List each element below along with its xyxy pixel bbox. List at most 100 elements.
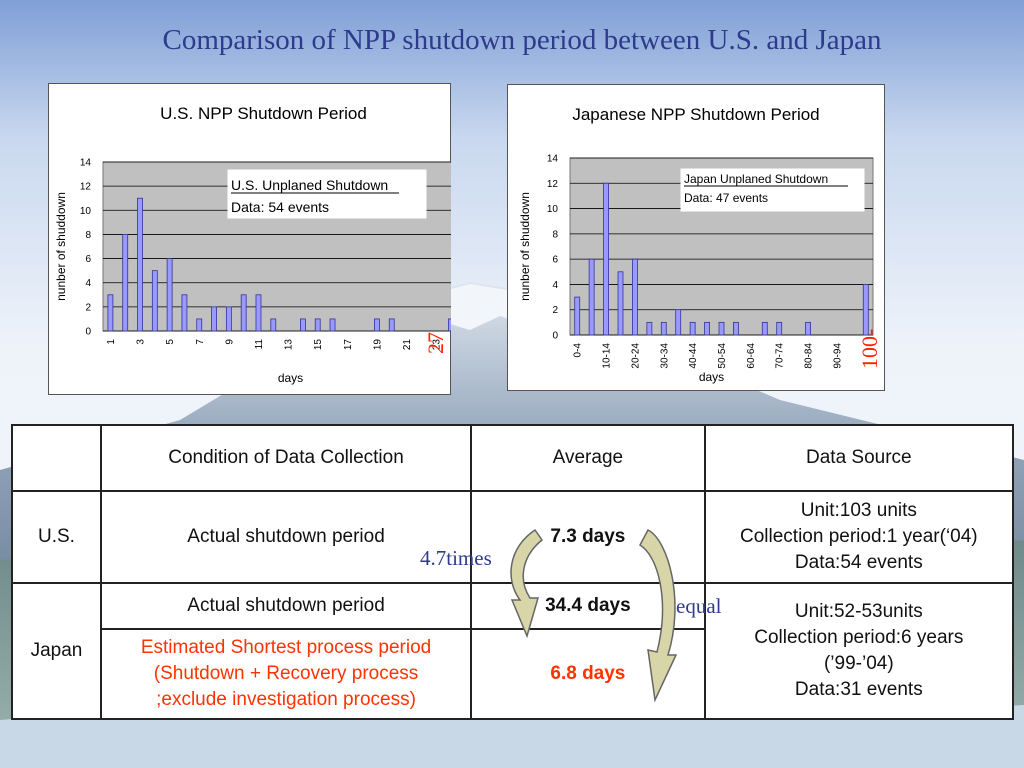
bar [388, 318, 395, 332]
bar [300, 318, 306, 332]
table-row-us: U.S. Actual shutdown period 7.3 days Uni… [11, 490, 1015, 584]
x-tick-label: 17 [343, 339, 354, 351]
bar [211, 306, 217, 332]
us-source-data: Data:54 events [794, 552, 923, 573]
legend-line-2: Data: 47 events [684, 191, 768, 205]
equal-annotation: equal [676, 594, 722, 618]
header-source: Data Source [703, 424, 1015, 492]
y-tick-label: 14 [547, 154, 559, 165]
bar [689, 321, 696, 336]
x-tick-label: 40-44 [688, 343, 699, 369]
japan-source-units: Unit:52-53units [794, 601, 923, 622]
table-row-japan-estimated: Estimated Shortest process period (Shutd… [12, 628, 1013, 720]
y-tick-label: 2 [552, 305, 558, 316]
bar [704, 321, 710, 336]
bar [588, 258, 595, 336]
bar [374, 318, 380, 332]
bar [675, 309, 682, 336]
y-tick-label: 12 [547, 179, 559, 190]
japan-chart-svg: Japanese NPP Shutdown Period 0 2 4 6 8 10 12 14 0… [507, 84, 885, 391]
x-tick-label: 21 [402, 339, 413, 351]
y-tick-label: 4 [552, 280, 558, 291]
japan-condition-actual: Actual shutdown period [99, 582, 473, 630]
estimated-line-1: Estimated Shortest process period [140, 637, 432, 658]
header-empty [11, 424, 102, 492]
japan-average-actual: 34.4 days [470, 582, 706, 630]
y-tick-label: 0 [85, 327, 91, 338]
bar [574, 296, 581, 336]
japan-condition-estimated: Estimated Shortest process period (Shutd… [99, 628, 473, 720]
ratio-annotation: 4.7times [420, 546, 492, 570]
us-average: 7.3 days [470, 490, 706, 584]
x-tick-label: 70-74 [775, 343, 786, 369]
japan-average-estimated: 6.8 days [470, 628, 706, 720]
japan-source-years: (’99-’04) [823, 653, 894, 674]
y-axis-label: nunber of shuddown [54, 192, 68, 301]
x-tick-label: 80-84 [804, 343, 815, 369]
x-tick-label: 15 [313, 339, 324, 351]
y-tick-label: 6 [85, 254, 91, 265]
x-tick-label: 9 [224, 339, 235, 345]
x-tick-label: 10-14 [602, 343, 613, 369]
bar [603, 182, 609, 336]
bar [733, 321, 739, 336]
bar [632, 258, 638, 336]
y-tick-label: 12 [80, 182, 92, 193]
bar [107, 294, 114, 332]
x-tick-label: 23 [432, 339, 443, 351]
us-source: Unit:103 units Collection period:1 year(… [703, 490, 1015, 584]
y-tick-label: 4 [85, 278, 91, 289]
japan-source-period: Collection period:6 years [754, 627, 964, 648]
japan-label: Japan [11, 582, 102, 720]
bar [255, 294, 262, 332]
table-row-japan-actual: Japan Actual shutdown period 34.4 days U… [11, 582, 1015, 720]
x-tick-label: 50-54 [717, 343, 728, 369]
x-tick-label: 3 [136, 339, 147, 345]
japan-source-data: Data:31 events [794, 679, 923, 700]
chart-title: U.S. NPP Shutdown Period [160, 104, 367, 123]
header-average: Average [470, 424, 706, 492]
overflow-category-label: 100- [857, 329, 882, 369]
bar [137, 197, 143, 332]
x-tick-label: 13 [284, 339, 295, 351]
legend-box [227, 169, 427, 219]
bar [166, 258, 173, 332]
bar [122, 234, 129, 332]
y-tick-label: 14 [80, 158, 92, 169]
y-tick-label: 2 [85, 302, 91, 313]
y-tick-label: 8 [85, 230, 91, 241]
legend-line-2: Data: 54 events [231, 199, 329, 215]
us-label: U.S. [11, 490, 102, 584]
estimated-line-3: ;exclude investigation process) [156, 689, 416, 710]
bar [196, 318, 203, 332]
japan-shutdown-chart: Japanese NPP Shutdown Period 0 2 4 6 8 10 12 14 0… [507, 84, 885, 391]
x-tick-label: 1 [106, 339, 117, 345]
x-tick-label: 20-24 [630, 343, 641, 369]
bar [718, 321, 725, 336]
us-source-units: Unit:103 units [800, 500, 917, 521]
bar [181, 294, 188, 332]
x-tick-label: 60-64 [746, 343, 757, 369]
bar [805, 321, 811, 336]
x-tick-label: 90-94 [832, 343, 843, 369]
bar [314, 318, 321, 332]
legend-box [680, 168, 865, 212]
us-condition: Actual shutdown period [99, 490, 473, 584]
x-tick-label: 0-4 [573, 343, 584, 358]
bar [225, 306, 232, 332]
legend-line-1: Japan Unplaned Shutdown [684, 172, 828, 186]
bar [660, 321, 667, 336]
x-tick-label: 7 [195, 339, 206, 345]
x-tick-label: 19 [372, 339, 383, 351]
y-tick-label: 0 [552, 331, 558, 342]
bar [448, 318, 451, 332]
y-tick-label: 10 [80, 206, 92, 217]
chart-title: Japanese NPP Shutdown Period [572, 105, 819, 124]
bar [862, 284, 869, 336]
y-axis-label: nunber of shuddown [518, 192, 532, 301]
bar [240, 294, 247, 332]
header-condition: Condition of Data Collection [99, 424, 473, 492]
estimated-line-2: (Shutdown + Recovery process [153, 663, 419, 684]
x-tick-label: 30-34 [659, 343, 670, 369]
